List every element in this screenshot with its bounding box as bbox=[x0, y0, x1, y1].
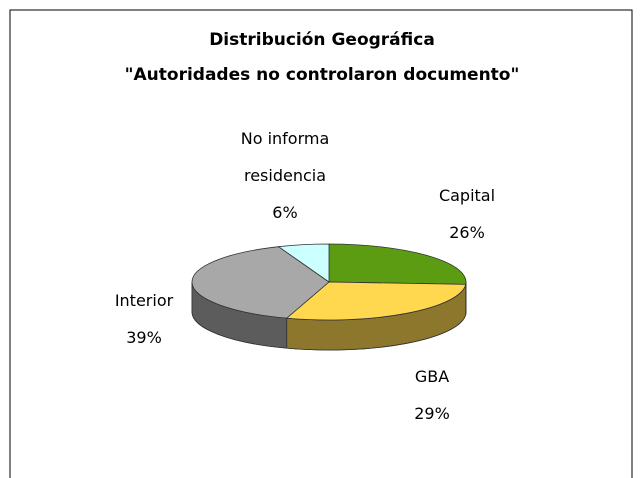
slice-label: Interior bbox=[114, 291, 174, 310]
slice-value-label: 29% bbox=[414, 404, 450, 423]
slice bbox=[285, 281, 467, 321]
slice-label: Capital bbox=[438, 186, 496, 205]
slice-value-label: 6% bbox=[272, 203, 298, 222]
slice bbox=[277, 243, 330, 283]
chart-subtitle: "Autoridades no controlaron documento" bbox=[124, 65, 520, 85]
slice-value-label: 26% bbox=[449, 223, 485, 242]
chart-title: Distribución Geográfica bbox=[209, 30, 435, 50]
slice-value-label: 39% bbox=[126, 328, 162, 347]
slice-label: GBA bbox=[414, 367, 450, 386]
slice-label: No informa residencia bbox=[240, 129, 330, 185]
slice bbox=[191, 246, 330, 319]
slice bbox=[328, 243, 467, 285]
